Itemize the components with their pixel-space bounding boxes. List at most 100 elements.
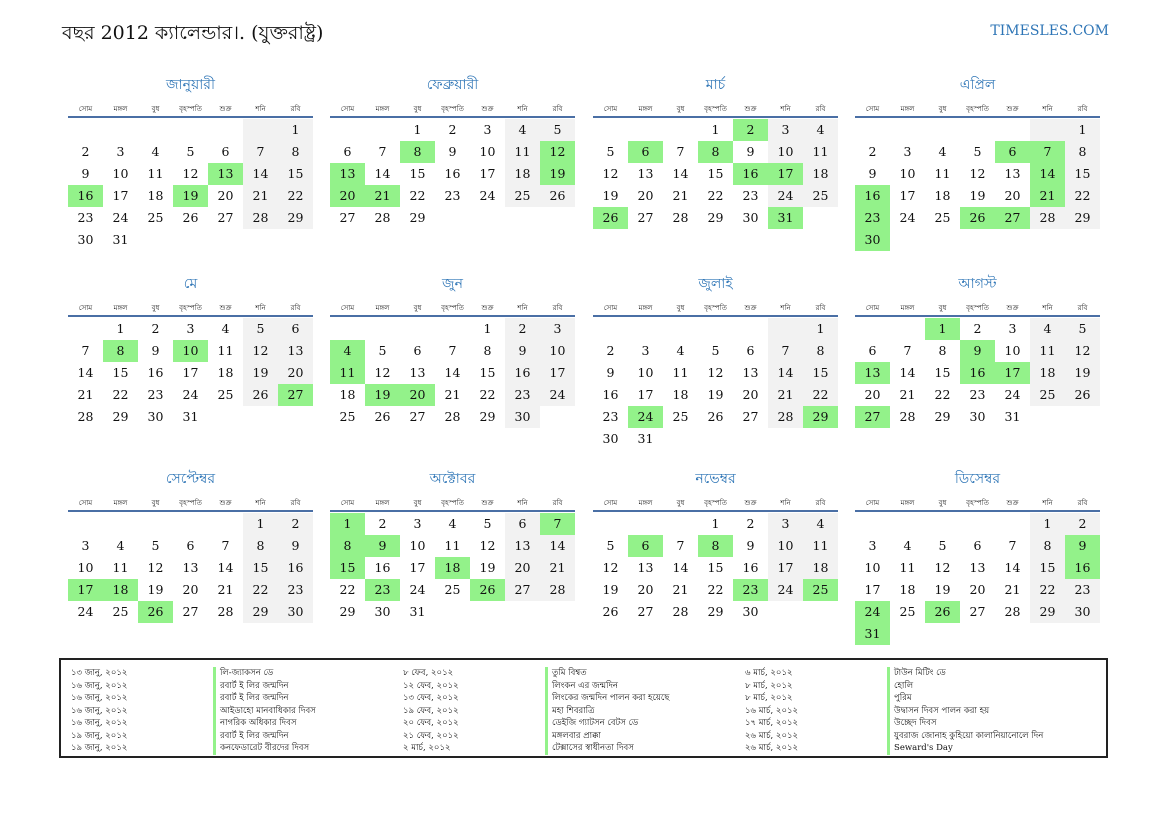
day-cell[interactable]: 14 [672, 560, 689, 575]
day-cell[interactable]: 11 [899, 560, 916, 575]
holiday-day[interactable]: 16 [733, 163, 768, 185]
day-cell[interactable]: 25 [339, 409, 356, 424]
site-link[interactable]: TIMESLES.COM [990, 23, 1109, 39]
day-cell[interactable]: 17 [409, 560, 426, 575]
day-cell[interactable]: 20 [217, 188, 234, 203]
day-cell[interactable]: 27 [969, 604, 986, 619]
day-cell[interactable]: 27 [339, 210, 356, 225]
day-cell[interactable]: 23 [505, 384, 540, 406]
day-cell[interactable]: 12 [1065, 340, 1100, 362]
day-cell[interactable]: 3 [483, 122, 492, 137]
holiday-day[interactable]: 27 [855, 406, 890, 428]
day-cell[interactable]: 11 [147, 166, 164, 181]
day-cell[interactable]: 23 [742, 188, 759, 203]
day-cell[interactable]: 22 [1065, 185, 1100, 207]
day-cell[interactable]: 13 [409, 365, 426, 380]
day-cell[interactable]: 7 [221, 538, 230, 553]
day-cell[interactable]: 28 [899, 409, 916, 424]
day-cell[interactable]: 5 [151, 538, 160, 553]
holiday-day[interactable]: 31 [768, 207, 803, 229]
day-cell[interactable]: 25 [899, 604, 916, 619]
holiday-day[interactable]: 10 [173, 340, 208, 362]
day-cell[interactable]: 3 [768, 513, 803, 535]
day-cell[interactable]: 7 [1008, 538, 1017, 553]
day-cell[interactable]: 4 [803, 513, 838, 535]
day-cell[interactable]: 24 [409, 582, 426, 597]
holiday-day[interactable]: 23 [855, 207, 890, 229]
day-cell[interactable]: 18 [505, 163, 540, 185]
day-cell[interactable]: 30 [505, 406, 540, 428]
holiday-day[interactable]: 31 [855, 623, 890, 645]
day-cell[interactable]: 28 [444, 409, 461, 424]
day-cell[interactable]: 2 [81, 144, 90, 159]
holiday-day[interactable]: 15 [330, 557, 365, 579]
day-cell[interactable]: 24 [77, 604, 94, 619]
day-cell[interactable]: 26 [374, 409, 391, 424]
day-cell[interactable]: 20 [1004, 188, 1021, 203]
holiday-day[interactable]: 9 [365, 535, 400, 557]
day-cell[interactable]: 22 [278, 185, 313, 207]
day-cell[interactable]: 1 [483, 321, 492, 336]
day-cell[interactable]: 5 [243, 318, 278, 340]
day-cell[interactable]: 13 [1004, 166, 1021, 181]
day-cell[interactable]: 16 [742, 560, 759, 575]
day-cell[interactable]: 14 [217, 560, 234, 575]
day-cell[interactable]: 18 [803, 163, 838, 185]
day-cell[interactable]: 13 [637, 166, 654, 181]
day-cell[interactable]: 10 [77, 560, 94, 575]
day-cell[interactable]: 16 [602, 387, 619, 402]
holiday-day[interactable]: 16 [960, 362, 995, 384]
day-cell[interactable]: 2 [868, 144, 877, 159]
day-cell[interactable]: 15 [707, 560, 724, 575]
day-cell[interactable]: 28 [77, 409, 94, 424]
day-cell[interactable]: 12 [707, 365, 724, 380]
holiday-day[interactable]: 11 [330, 362, 365, 384]
day-cell[interactable]: 10 [112, 166, 129, 181]
day-cell[interactable]: 8 [803, 340, 838, 362]
day-cell[interactable]: 9 [746, 144, 755, 159]
day-cell[interactable]: 1 [116, 321, 125, 336]
day-cell[interactable]: 14 [899, 365, 916, 380]
day-cell[interactable]: 23 [969, 387, 986, 402]
day-cell[interactable]: 7 [676, 144, 685, 159]
day-cell[interactable]: 11 [112, 560, 129, 575]
holiday-day[interactable]: 6 [628, 535, 663, 557]
day-cell[interactable]: 2 [505, 318, 540, 340]
day-cell[interactable]: 2 [1065, 513, 1100, 535]
day-cell[interactable]: 16 [505, 362, 540, 384]
day-cell[interactable]: 24 [768, 579, 803, 601]
day-cell[interactable]: 18 [803, 557, 838, 579]
day-cell[interactable]: 31 [1004, 409, 1021, 424]
day-cell[interactable]: 29 [278, 207, 313, 229]
day-cell[interactable]: 17 [768, 557, 803, 579]
holiday-day[interactable]: 27 [278, 384, 313, 406]
day-cell[interactable]: 20 [969, 582, 986, 597]
holiday-day[interactable]: 2 [733, 119, 768, 141]
day-cell[interactable]: 12 [479, 538, 496, 553]
day-cell[interactable]: 10 [768, 141, 803, 163]
day-cell[interactable]: 19 [969, 188, 986, 203]
day-cell[interactable]: 26 [243, 384, 278, 406]
day-cell[interactable]: 6 [186, 538, 195, 553]
day-cell[interactable]: 12 [243, 340, 278, 362]
day-cell[interactable]: 5 [973, 144, 982, 159]
holiday-day[interactable]: 26 [925, 601, 960, 623]
holiday-day[interactable]: 29 [803, 406, 838, 428]
day-cell[interactable]: 29 [707, 604, 724, 619]
day-cell[interactable]: 14 [540, 535, 575, 557]
day-cell[interactable]: 27 [182, 604, 199, 619]
day-cell[interactable]: 20 [864, 387, 881, 402]
day-cell[interactable]: 19 [243, 362, 278, 384]
day-cell[interactable]: 18 [672, 387, 689, 402]
day-cell[interactable]: 1 [803, 318, 838, 340]
day-cell[interactable]: 27 [637, 604, 654, 619]
holiday-day[interactable]: 26 [470, 579, 505, 601]
day-cell[interactable]: 7 [81, 343, 90, 358]
day-cell[interactable]: 14 [243, 163, 278, 185]
day-cell[interactable]: 5 [483, 516, 492, 531]
day-cell[interactable]: 21 [217, 582, 234, 597]
day-cell[interactable]: 2 [278, 513, 313, 535]
day-cell[interactable]: 10 [768, 535, 803, 557]
day-cell[interactable]: 25 [1030, 384, 1065, 406]
day-cell[interactable]: 12 [374, 365, 391, 380]
